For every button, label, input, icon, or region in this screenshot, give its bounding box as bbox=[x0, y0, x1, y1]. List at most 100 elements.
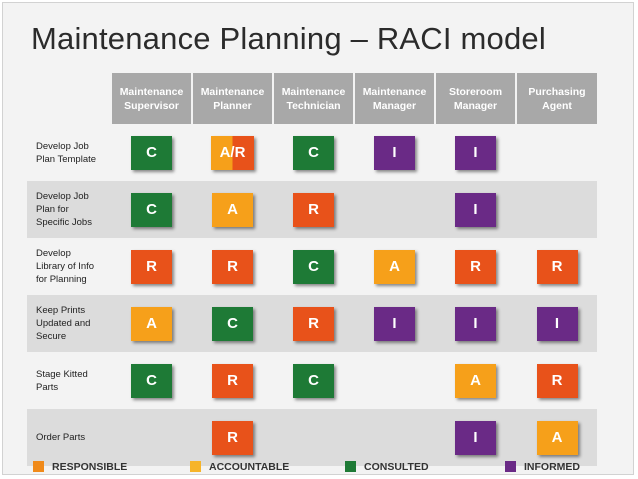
raci-cell: R bbox=[435, 238, 516, 295]
raci-cell: R bbox=[192, 238, 273, 295]
table-body: Develop Job Plan Template C A/R C I I Develop J… bbox=[27, 124, 597, 466]
role-header: Storeroom Manager bbox=[434, 73, 516, 124]
raci-tile: I bbox=[455, 192, 496, 227]
raci-tile: I bbox=[455, 420, 496, 455]
table-row: Develop Job Plan for Specific Jobs C A R I bbox=[27, 181, 597, 238]
raci-cell: R bbox=[273, 181, 354, 238]
raci-tile: C bbox=[131, 135, 172, 170]
raci-tile: A bbox=[131, 306, 172, 341]
raci-tile: I bbox=[455, 306, 496, 341]
role-header-line: Maintenance bbox=[119, 85, 184, 98]
role-header-line: Agent bbox=[542, 99, 572, 112]
task-label: Develop Job Plan Template bbox=[27, 124, 111, 181]
role-header-line: Purchasing bbox=[528, 85, 586, 98]
role-header-line: Maintenance bbox=[281, 85, 346, 98]
legend-label: INFORMED bbox=[524, 460, 580, 473]
raci-cell: C bbox=[192, 295, 273, 352]
legend-swatch bbox=[345, 461, 356, 473]
raci-tile: C bbox=[293, 363, 334, 398]
raci-tile: A bbox=[212, 192, 253, 227]
legend-swatch bbox=[505, 461, 516, 473]
legend: RESPONSIBLE ACCOUNTABLE CONSULTED INFORMED bbox=[33, 458, 613, 473]
task-label: Keep Prints Updated and Secure bbox=[27, 295, 111, 352]
raci-cell: I bbox=[354, 295, 435, 352]
raci-cell: R bbox=[111, 238, 192, 295]
raci-tile: R bbox=[212, 249, 253, 284]
raci-tile: C bbox=[131, 192, 172, 227]
task-label: Develop Library of Info for Planning bbox=[27, 238, 111, 295]
raci-cell bbox=[111, 409, 192, 466]
task-label: Develop Job Plan for Specific Jobs bbox=[27, 181, 111, 238]
corner-cell bbox=[27, 73, 111, 124]
raci-cell: A bbox=[354, 238, 435, 295]
task-label-line: for Planning bbox=[36, 274, 87, 285]
role-header: Maintenance Manager bbox=[353, 73, 435, 124]
raci-cell bbox=[516, 124, 597, 181]
legend-label: RESPONSIBLE bbox=[52, 460, 128, 473]
legend-item: RESPONSIBLE bbox=[33, 458, 128, 473]
task-label-line: Plan for bbox=[36, 204, 69, 215]
legend-swatch bbox=[33, 461, 44, 473]
task-label-line: Develop bbox=[36, 248, 71, 259]
task-label: Order Parts bbox=[27, 409, 111, 466]
legend-item: ACCOUNTABLE bbox=[190, 458, 290, 473]
raci-cell: R bbox=[516, 238, 597, 295]
task-label-line: Develop Job bbox=[36, 140, 89, 152]
raci-tile: R bbox=[455, 249, 496, 284]
raci-cell: A bbox=[111, 295, 192, 352]
raci-cell: C bbox=[111, 181, 192, 238]
raci-table: Maintenance Supervisor Maintenance Planner M… bbox=[27, 73, 597, 466]
slide: Maintenance Planning – RACI model Mainte… bbox=[2, 2, 634, 475]
raci-tile: I bbox=[455, 135, 496, 170]
task-label-line: Secure bbox=[36, 331, 67, 342]
legend-item: INFORMED bbox=[505, 458, 580, 473]
raci-tile: C bbox=[293, 135, 334, 170]
legend-item: CONSULTED bbox=[345, 458, 429, 473]
raci-cell: I bbox=[435, 295, 516, 352]
raci-cell: I bbox=[516, 295, 597, 352]
raci-tile: A/R bbox=[211, 135, 254, 170]
role-header: Maintenance Supervisor bbox=[110, 73, 192, 124]
raci-tile: R bbox=[536, 249, 578, 284]
task-label-line: Specific Jobs bbox=[36, 217, 92, 228]
raci-cell bbox=[354, 181, 435, 238]
raci-cell: R bbox=[192, 409, 273, 466]
raci-tile: R bbox=[212, 420, 253, 455]
raci-tile: A bbox=[374, 249, 415, 284]
raci-cell: C bbox=[273, 352, 354, 409]
raci-cell: I bbox=[435, 409, 516, 466]
raci-cell: I bbox=[435, 181, 516, 238]
raci-tile: A bbox=[455, 363, 496, 398]
raci-cell: A bbox=[192, 181, 273, 238]
role-header-line: Manager bbox=[372, 99, 417, 112]
role-header-line: Maintenance bbox=[200, 85, 265, 98]
raci-tile: I bbox=[374, 135, 415, 170]
legend-swatch bbox=[190, 461, 201, 473]
raci-cell: C bbox=[111, 352, 192, 409]
raci-tile: C bbox=[293, 249, 334, 284]
role-header: Maintenance Planner bbox=[191, 73, 273, 124]
raci-cell bbox=[273, 409, 354, 466]
legend-label: ACCOUNTABLE bbox=[209, 460, 290, 473]
raci-cell: R bbox=[273, 295, 354, 352]
raci-cell bbox=[516, 181, 597, 238]
role-header: Purchasing Agent bbox=[515, 73, 597, 124]
raci-cell: C bbox=[273, 124, 354, 181]
raci-tile: R bbox=[536, 363, 578, 398]
raci-cell: R bbox=[192, 352, 273, 409]
page-title: Maintenance Planning – RACI model bbox=[31, 21, 546, 56]
raci-cell bbox=[354, 409, 435, 466]
raci-tile: C bbox=[212, 306, 253, 341]
header-row: Maintenance Supervisor Maintenance Planner M… bbox=[27, 73, 597, 124]
task-label-line: Plan Template bbox=[36, 153, 97, 165]
table-row: Keep Prints Updated and Secure A C R I I I bbox=[27, 295, 597, 352]
role-header-line: Planner bbox=[213, 99, 252, 112]
raci-cell: A bbox=[435, 352, 516, 409]
raci-cell: A bbox=[516, 409, 597, 466]
task-label-line: Stage Kitted bbox=[36, 368, 88, 380]
role-header-line: Storeroom bbox=[448, 85, 503, 98]
raci-tile: R bbox=[131, 249, 172, 284]
raci-tile: I bbox=[374, 306, 415, 341]
raci-cell: C bbox=[111, 124, 192, 181]
task-label-line: Parts bbox=[36, 381, 59, 393]
